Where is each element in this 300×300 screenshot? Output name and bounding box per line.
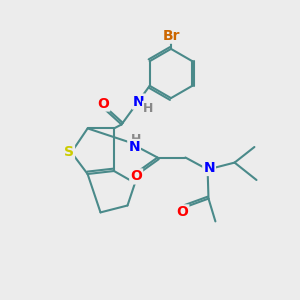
Text: N: N [133,94,144,109]
Text: O: O [176,206,188,219]
Text: N: N [128,140,140,154]
Text: N: N [203,161,215,175]
Text: S: S [64,146,74,159]
Text: H: H [143,102,153,115]
Text: H: H [131,133,142,146]
Text: O: O [98,97,110,110]
Text: O: O [130,169,142,183]
Text: Br: Br [162,29,180,43]
